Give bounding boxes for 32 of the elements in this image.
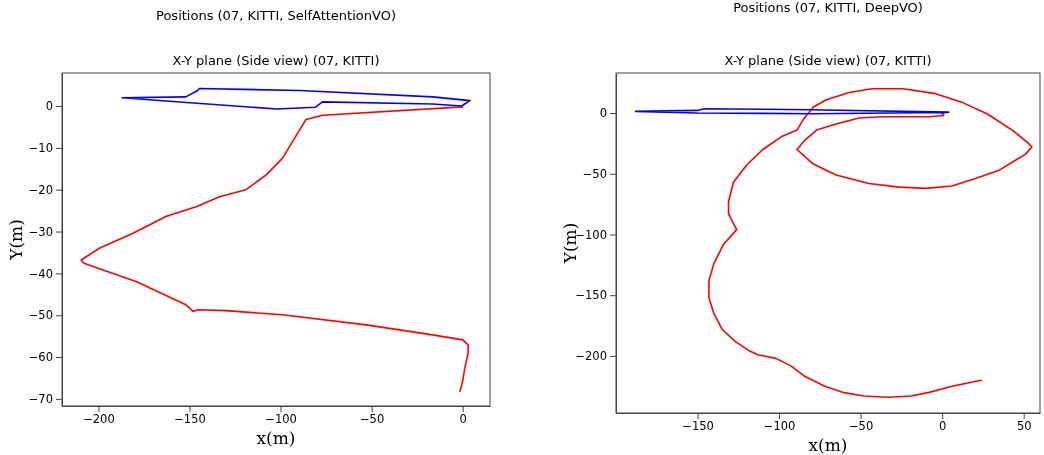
- x-tick-label: −150: [682, 419, 714, 434]
- line-series: [708, 87, 1033, 399]
- y-tick-label: −70: [28, 392, 53, 407]
- y-tick-label: −20: [28, 182, 53, 197]
- x-axis-title: x(m): [256, 428, 296, 448]
- y-tick-label: −200: [575, 349, 607, 364]
- chart-subtitle: X-Y plane (Side view) (07, KITTI): [172, 53, 380, 68]
- line-series: [121, 87, 471, 110]
- y-axis-title: Y(m): [6, 219, 26, 261]
- x-tick-label: −50: [848, 419, 874, 434]
- y-tick-label: −10: [28, 141, 53, 156]
- y-tick-label: −50: [28, 308, 53, 323]
- y-tick-label: −50: [582, 166, 607, 181]
- y-tick-label: −60: [28, 350, 53, 365]
- x-tick-label: −100: [265, 412, 297, 427]
- y-tick-label: 0: [45, 99, 53, 114]
- y-tick-label: −40: [28, 266, 53, 281]
- x-tick-label: −50: [359, 412, 385, 427]
- x-tick-label: 0: [938, 419, 947, 434]
- y-tick-label: −30: [28, 224, 53, 239]
- x-tick-label: −100: [763, 419, 796, 434]
- x-tick-label: 0: [459, 412, 467, 427]
- chart-subtitle: X-Y plane (Side view) (07, KITTI): [724, 53, 932, 68]
- chart-title: Positions (07, KITTI, SelfAttentionVO): [156, 8, 396, 23]
- chart-title: Positions (07, KITTI, DeepVO): [733, 0, 923, 15]
- y-tick-label: 0: [599, 106, 607, 121]
- x-tick-label: −150: [174, 412, 206, 427]
- x-tick-label: −200: [83, 412, 115, 427]
- x-axis-title: x(m): [808, 435, 848, 455]
- y-tick-label: −150: [575, 288, 607, 303]
- x-tick-label: 50: [1016, 419, 1032, 434]
- line-series: [80, 106, 469, 393]
